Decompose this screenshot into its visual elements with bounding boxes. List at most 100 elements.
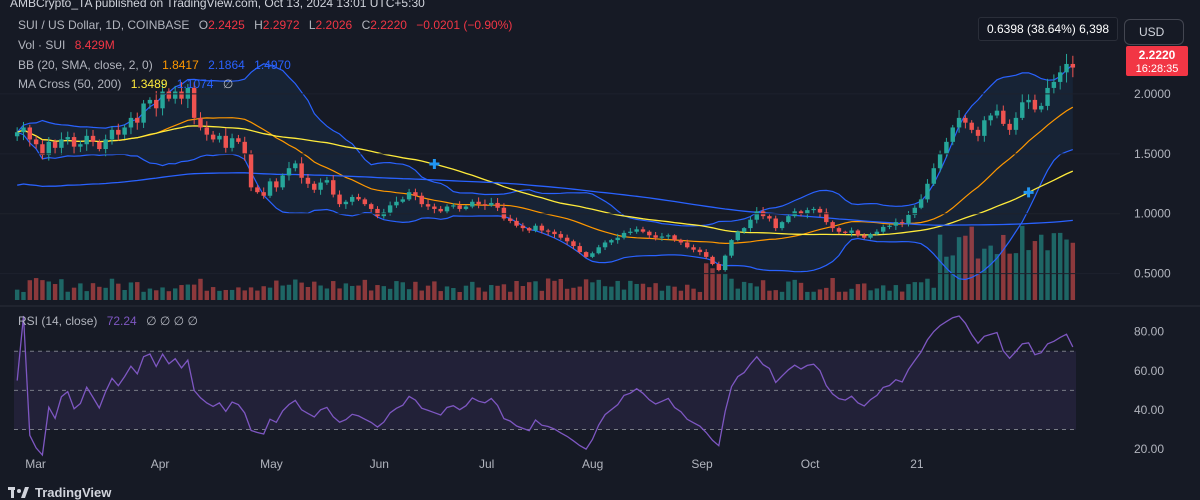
volume-bar — [615, 280, 620, 300]
bar-countdown: 16:28:35 — [1135, 63, 1179, 75]
volume-bar — [583, 279, 589, 300]
candle-body — [596, 247, 601, 254]
volume-bar — [160, 287, 165, 300]
volume-bar — [937, 234, 943, 300]
volume-bar — [84, 291, 89, 300]
volume-bar — [729, 278, 734, 300]
volume-bar — [956, 237, 962, 300]
volume-bar — [356, 285, 361, 300]
candle-body — [122, 127, 127, 135]
volume-bar — [21, 291, 26, 300]
low-value: 2.2026 — [315, 18, 353, 32]
volume-label: Vol · SUI — [18, 38, 66, 52]
volume-bar — [65, 291, 70, 300]
ma-cross-marker — [1023, 187, 1034, 198]
volume-bar — [1045, 250, 1050, 300]
volume-bar — [716, 273, 722, 300]
candle-body — [1026, 99, 1031, 103]
volume-bar — [893, 285, 899, 300]
candle-body — [274, 181, 279, 188]
volume-bar — [634, 283, 639, 300]
volume-bar — [198, 278, 203, 300]
volume-bar — [400, 282, 405, 300]
candle-body — [21, 127, 26, 133]
candle-body — [634, 229, 639, 232]
volume-bar — [640, 283, 646, 300]
time-tick-label: Apr — [151, 457, 170, 471]
volume-bar — [109, 278, 115, 300]
volume-bar — [609, 286, 614, 300]
candle-body — [849, 230, 854, 233]
volume-bar — [501, 284, 507, 300]
volume-bar — [185, 284, 191, 300]
volume-bar — [786, 281, 791, 300]
legend-bb-row[interactable]: BB (20, SMA, close, 2, 0) 1.8417 2.1864 … — [18, 58, 297, 72]
candle-body — [836, 228, 842, 232]
volume-bar — [103, 287, 108, 300]
candle-body — [299, 163, 304, 178]
volume-bar — [697, 291, 703, 300]
volume-bar — [653, 283, 658, 300]
change-value: −0.0201 (−0.90%) — [416, 18, 513, 32]
symbol-label[interactable]: SUI / US Dollar, 1D, COINBASE — [18, 18, 190, 32]
price-tick-label: 0.5000 — [1134, 267, 1171, 281]
volume-bar — [135, 282, 140, 300]
candle-body — [666, 235, 671, 237]
candle-body — [994, 110, 1000, 116]
volume-bar — [558, 278, 564, 300]
cross-markers — [429, 159, 1034, 198]
price-tick-label: 1.0000 — [1134, 207, 1171, 221]
bb-upper-line — [16, 63, 1074, 227]
volume-bar — [1020, 225, 1025, 300]
bb-upper-value: 2.1864 — [208, 58, 245, 72]
rsi-tick-label: 40.00 — [1134, 403, 1164, 417]
close-label: C — [361, 18, 371, 32]
bb-lower-value: 1.4970 — [254, 58, 291, 72]
candle-body — [697, 249, 703, 253]
candle-body — [337, 194, 342, 205]
volume-bar — [666, 285, 671, 300]
axes: 0.5000 1.0000 1.5000 2.0000 20.00 40.00 60.00 8… — [0, 87, 1200, 471]
legend-volume-row[interactable]: Vol · SUI 8.429M — [18, 38, 121, 52]
legend-ma-row[interactable]: MA Cross (50, 200) 1.3489 1.1074 ∅ — [18, 77, 239, 91]
candle-body — [331, 180, 336, 195]
volume-bar — [406, 289, 412, 300]
candle-body — [71, 137, 77, 147]
candle-body — [103, 139, 108, 150]
candle-body — [362, 199, 368, 205]
legend-rsi-row[interactable]: RSI (14, close) 72.24 ∅ ∅ ∅ ∅ — [18, 314, 204, 328]
candle-body — [855, 230, 861, 236]
volume-bar — [862, 283, 867, 300]
volume-bar — [78, 283, 83, 300]
ma-extra: ∅ — [222, 77, 234, 91]
candle-body — [147, 99, 153, 104]
volume-bar — [596, 279, 601, 300]
time-tick-label: 21 — [910, 457, 924, 471]
time-tick-label: Jun — [370, 457, 389, 471]
candle-body — [210, 134, 216, 140]
candle-body — [779, 222, 785, 229]
candle-body — [160, 91, 165, 109]
candle-body — [703, 252, 709, 257]
last-price-tag: 2.2220 16:28:35 — [1126, 46, 1188, 76]
candle-body — [862, 235, 867, 238]
candle-body — [899, 222, 905, 224]
currency-button[interactable]: USD — [1124, 19, 1184, 45]
volume-bar — [672, 286, 677, 300]
candle-body — [583, 252, 589, 257]
low-label: L — [308, 18, 316, 32]
candle-body — [937, 153, 943, 169]
candle-body — [628, 231, 633, 233]
candle-body — [482, 204, 488, 206]
legend-symbol-row: SUI / US Dollar, 1D, COINBASE O2.2425 H2… — [18, 18, 524, 32]
volume-bar — [824, 287, 829, 300]
candle-body — [887, 225, 892, 227]
published-line: AMBCrypto_TA published on TradingView.co… — [10, 0, 425, 10]
volume-bar — [906, 284, 911, 300]
ma50-line — [16, 125, 1074, 236]
volume-bar — [925, 278, 930, 300]
tradingview-logo[interactable]: TradingView — [8, 485, 111, 500]
candle-body — [286, 168, 292, 176]
candle-body — [874, 231, 880, 235]
